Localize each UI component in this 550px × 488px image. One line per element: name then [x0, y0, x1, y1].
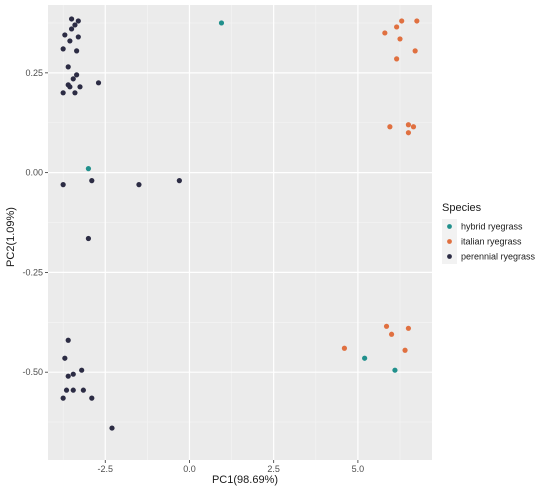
y-tick-label: 0.00 — [25, 168, 43, 178]
point-perennial-ryegrass — [65, 64, 71, 70]
point-italian-ryegrass — [388, 331, 395, 337]
point-perennial-ryegrass — [72, 22, 78, 28]
point-perennial-ryegrass — [176, 178, 182, 184]
point-perennial-ryegrass — [72, 90, 78, 96]
legend-title: Species — [442, 202, 482, 214]
point-perennial-ryegrass — [109, 425, 115, 431]
y-tick-label: -0.25 — [22, 267, 43, 277]
legend-label-hybrid-ryegrass: hybrid ryegrass — [461, 222, 523, 232]
major-gridlines — [48, 5, 432, 460]
point-perennial-ryegrass — [80, 387, 86, 393]
point-italian-ryegrass — [405, 325, 412, 331]
point-italian-ryegrass — [397, 36, 403, 42]
point-perennial-ryegrass — [60, 182, 66, 188]
point-perennial-ryegrass — [67, 38, 73, 44]
point-hybrid-ryegrass — [218, 20, 225, 26]
point-perennial-ryegrass — [60, 90, 66, 96]
minor-gridlines — [48, 5, 432, 460]
point-perennial-ryegrass — [89, 178, 95, 184]
point-italian-ryegrass — [405, 122, 412, 128]
point-perennial-ryegrass — [70, 76, 76, 82]
point-hybrid-ryegrass — [362, 355, 368, 361]
x-tick-label: 2.5 — [267, 464, 280, 474]
point-perennial-ryegrass — [68, 16, 75, 22]
point-perennial-ryegrass — [60, 395, 66, 401]
point-perennial-ryegrass — [63, 387, 70, 393]
point-italian-ryegrass — [410, 124, 417, 130]
point-perennial-ryegrass — [95, 80, 102, 86]
point-perennial-ryegrass — [79, 367, 85, 373]
point-italian-ryegrass — [383, 323, 390, 329]
x-tick-label: -2.5 — [98, 464, 114, 474]
point-perennial-ryegrass — [62, 355, 68, 361]
legend-label-perennial-ryegrass: perennial ryegrass — [461, 252, 536, 262]
point-perennial-ryegrass — [68, 26, 75, 32]
point-perennial-ryegrass — [70, 371, 76, 377]
point-perennial-ryegrass — [65, 337, 71, 343]
point-perennial-ryegrass — [75, 34, 81, 40]
point-perennial-ryegrass — [75, 18, 81, 24]
point-perennial-ryegrass — [136, 182, 142, 188]
point-perennial-ryegrass — [89, 395, 95, 401]
point-perennial-ryegrass — [62, 32, 68, 38]
point-perennial-ryegrass — [67, 84, 73, 90]
point-italian-ryegrass — [394, 56, 400, 62]
point-italian-ryegrass — [399, 18, 405, 24]
point-perennial-ryegrass — [65, 373, 71, 379]
legend-label-italian-ryegrass: italian ryegrass — [461, 237, 522, 247]
x-tick-label: 5.0 — [352, 464, 365, 474]
legend: Species hybrid ryegrass italian ryegrass p… — [442, 202, 536, 264]
point-perennial-ryegrass — [74, 72, 80, 78]
point-hybrid-ryegrass — [392, 367, 398, 373]
point-italian-ryegrass — [387, 124, 393, 130]
legend-marker-perennial-ryegrass — [447, 254, 452, 259]
point-hybrid-ryegrass — [85, 166, 92, 172]
point-perennial-ryegrass — [77, 84, 83, 90]
data-points — [60, 16, 420, 431]
legend-marker-italian-ryegrass — [447, 239, 452, 244]
y-tick-label: -0.50 — [22, 367, 43, 377]
plot-panel — [48, 5, 432, 460]
y-axis-title: PC2(1.09%) — [5, 207, 17, 267]
legend-marker-hybrid-ryegrass — [447, 224, 452, 229]
point-italian-ryegrass — [394, 24, 400, 30]
point-perennial-ryegrass — [70, 387, 76, 393]
point-italian-ryegrass — [414, 18, 420, 24]
point-italian-ryegrass — [405, 130, 412, 136]
point-perennial-ryegrass — [74, 48, 80, 54]
x-tick-label: 0.0 — [183, 464, 196, 474]
point-italian-ryegrass — [382, 30, 388, 36]
point-perennial-ryegrass — [60, 46, 66, 52]
point-italian-ryegrass — [402, 347, 408, 353]
y-axis: 0.25 0.00 -0.25 -0.50 — [22, 68, 48, 377]
x-axis-title: PC1(98.69%) — [212, 474, 278, 486]
x-axis: -2.5 0.0 2.5 5.0 — [98, 460, 365, 474]
y-tick-label: 0.25 — [25, 68, 43, 78]
point-italian-ryegrass — [412, 48, 418, 54]
point-perennial-ryegrass — [85, 235, 92, 242]
point-italian-ryegrass — [341, 345, 348, 351]
